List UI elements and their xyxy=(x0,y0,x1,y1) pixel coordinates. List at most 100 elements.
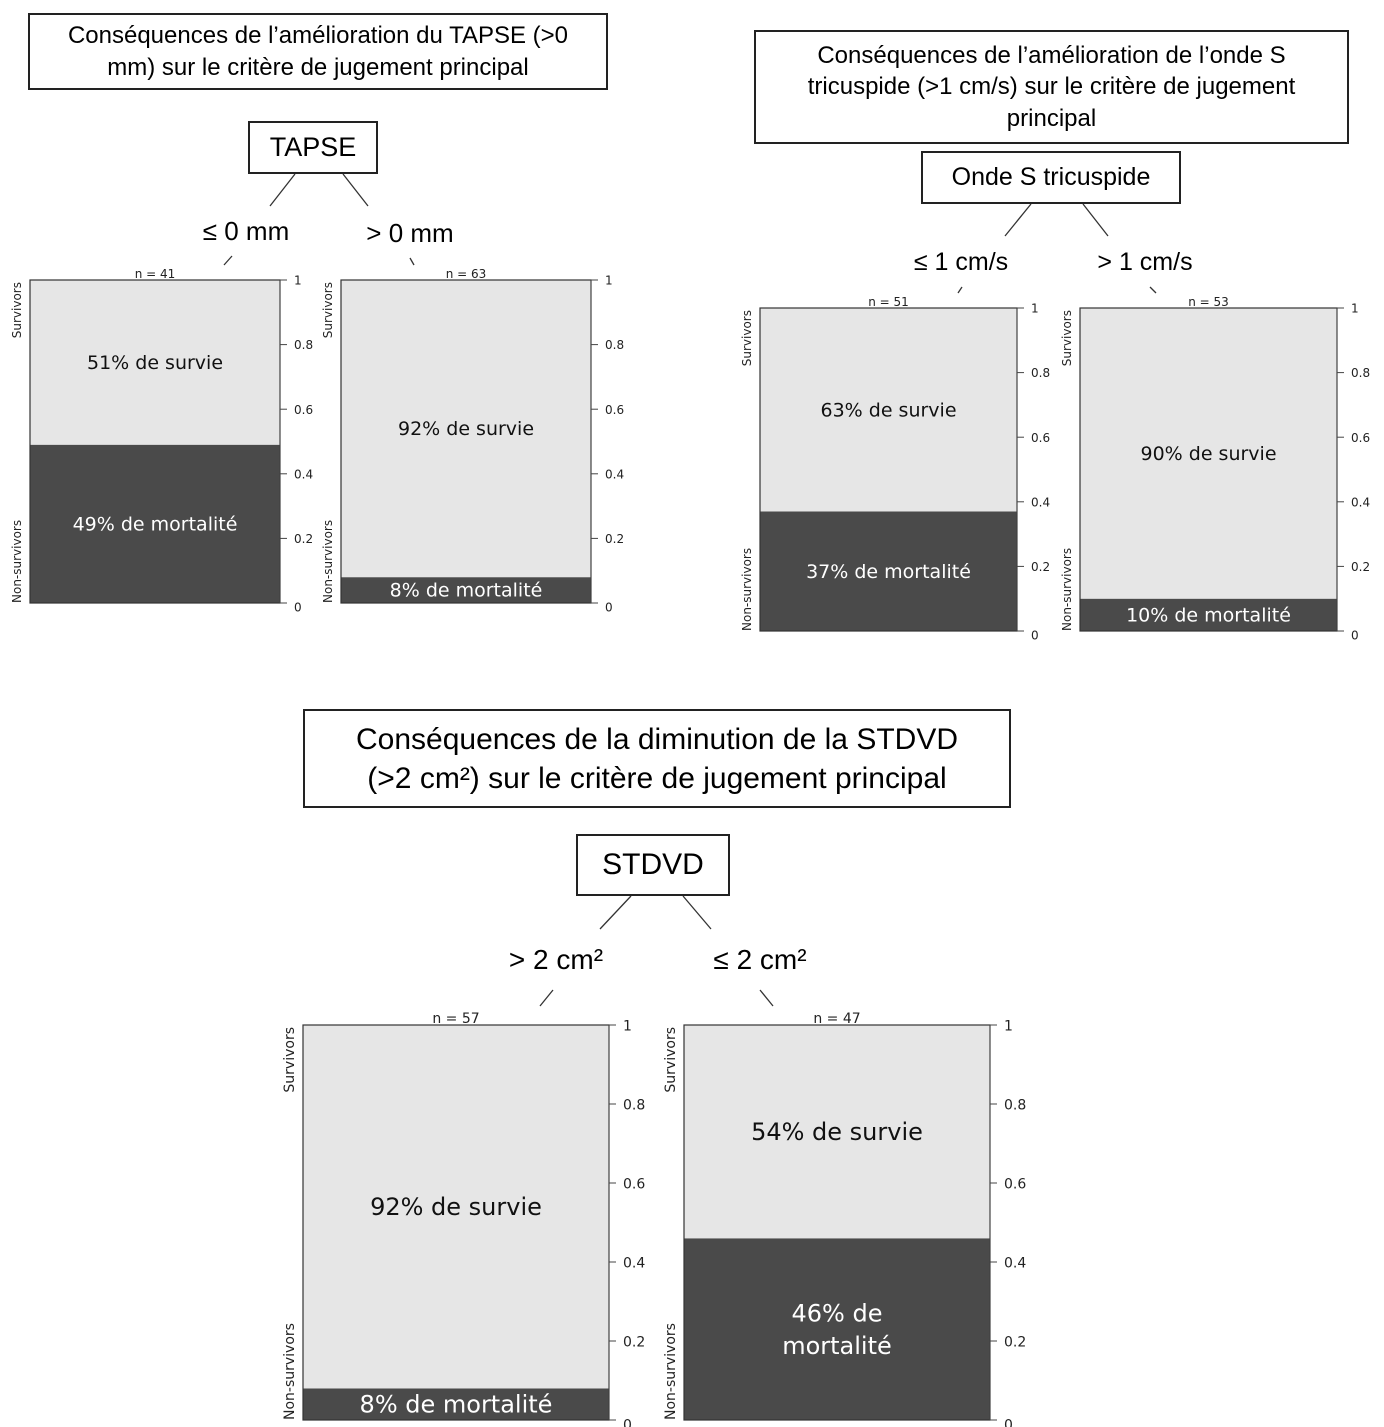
panel3-group2-survival-label: 54% de survie xyxy=(751,1118,923,1146)
panel1-group1-survival-bar xyxy=(30,280,280,445)
panel2-group2-tick-label: 0.6 xyxy=(1351,431,1370,445)
panel3-node-stdvd: STDVD xyxy=(576,834,730,896)
panel3-group1-survival-bar xyxy=(303,1025,609,1389)
panel3-group1-tick-label: 0.6 xyxy=(623,1176,645,1192)
panel3-group2-tick-label: 0 xyxy=(1004,1417,1013,1427)
panel3-tree-edge xyxy=(682,895,712,930)
panel3-title: Conséquences de la diminution de la STDV… xyxy=(303,709,1011,808)
panel1-group2-survivors-label: Survivors xyxy=(321,282,335,338)
panel3-group1-survivors-label: Survivors xyxy=(282,1027,298,1093)
panel2-group2-nonsurvivors-label: Non-survivors xyxy=(1060,548,1074,631)
panel3-group2-tick-label: 1 xyxy=(1004,1018,1013,1034)
panel1-group2-mortality-bar xyxy=(341,577,591,603)
panel2-node-onde-s: Onde S tricuspide xyxy=(921,151,1181,204)
panel1-tree-edge xyxy=(223,255,233,266)
panel2-group1-nonsurvivors-label: Non-survivors xyxy=(740,548,754,631)
panel1-group1-survivors-label: Survivors xyxy=(10,282,24,338)
panel2-group2-mortality-label: 10% de mortalité xyxy=(1126,605,1291,627)
panel2-group1-survivors-label: Survivors xyxy=(740,310,754,366)
panel2-split-right: > 1 cm/s xyxy=(1097,248,1193,276)
panel2-group1-tick-label: 0.2 xyxy=(1031,560,1050,574)
panel1-group2-nonsurvivors-label: Non-survivors xyxy=(321,520,335,603)
panel2-group1-survival-label: 63% de survie xyxy=(820,399,956,421)
panel2-tree-edge xyxy=(1082,203,1109,237)
panel2-tree-edge xyxy=(1149,286,1157,294)
panel3-group1-mortality-label: 8% de mortalité xyxy=(360,1391,553,1419)
panel2-chart: n = 51 1 0.8 0.6 0.4 0.2 0 Survivors Non-survivo… xyxy=(740,203,1370,643)
panel2-group2-tick-label: 0 xyxy=(1351,629,1359,643)
panel1-group2-tick-label: 0.6 xyxy=(605,403,624,417)
panel1-chart: n = 41 1 0.8 0.6 0.4 0.2 0 Survivors Non-survivo… xyxy=(10,173,624,615)
panel3-group2-mortality-label: mortalité xyxy=(782,1332,892,1360)
panel1-group2-tick-label: 0.8 xyxy=(605,338,624,352)
panel3-split-left: > 2 cm² xyxy=(508,944,604,975)
panel2-group1-n-label: n = 51 xyxy=(868,295,909,309)
panel2-group2-survivors-label: Survivors xyxy=(1060,310,1074,366)
panel1-node-tapse: TAPSE xyxy=(248,121,378,174)
panel3-group2-tick-label: 0.6 xyxy=(1004,1176,1026,1192)
panel3-tree-edge xyxy=(539,989,554,1007)
panel2-group2-mortality-bar xyxy=(1080,598,1337,631)
panel1-group2-n-label: n = 63 xyxy=(446,267,487,281)
panel2-group1-tick-label: 0.8 xyxy=(1031,366,1050,380)
panel2-group2-survival-label: 90% de survie xyxy=(1140,443,1276,465)
panel3-group2-mortality-bar xyxy=(684,1238,990,1420)
panel2-group1-tick-label: 0.4 xyxy=(1031,495,1050,509)
panel2-title: Conséquences de l’amélioration de l’onde… xyxy=(754,30,1349,144)
panel1-tree-edge xyxy=(409,257,415,266)
panel2-group2-tick-label: 1 xyxy=(1351,302,1359,316)
panel3-group2-survival-bar xyxy=(684,1025,990,1239)
panel1-group1-mortality-label: 49% de mortalité xyxy=(73,514,238,536)
panel1-tree-edge xyxy=(342,173,369,207)
panel2-group1-tick-label: 0.6 xyxy=(1031,431,1050,445)
panel3-group2-tick-label: 0.8 xyxy=(1004,1097,1026,1113)
panel2-group1-mortality-label: 37% de mortalité xyxy=(806,561,971,583)
panel1-group1-tick-label: 0.2 xyxy=(294,532,313,546)
panel2-group2-survival-bar xyxy=(1080,308,1337,599)
panel2-tree-edge xyxy=(957,286,963,294)
panel1-group2-tick-label: 0 xyxy=(605,601,613,615)
panel3-group1-nonsurvivors-label: Non-survivors xyxy=(282,1323,298,1420)
panel1-group2-tick-label: 1 xyxy=(605,274,613,288)
panel1-group1-tick-label: 0.4 xyxy=(294,467,313,481)
panel1-group1-n-label: n = 41 xyxy=(135,267,176,281)
panel3-tree-edge xyxy=(759,989,774,1007)
panel3-group1-tick-label: 0.4 xyxy=(623,1255,645,1271)
panel3-split-right: ≤ 2 cm² xyxy=(713,944,807,975)
panel3-group1-tick-label: 0.8 xyxy=(623,1097,645,1113)
panel3-group1-tick-label: 1 xyxy=(623,1018,632,1034)
panel2-group2-n-label: n = 53 xyxy=(1188,295,1229,309)
panel1-group2-tick-label: 0.2 xyxy=(605,532,624,546)
panel1-group2-tick-label: 0.4 xyxy=(605,467,624,481)
panel3-group2-tick-label: 0.2 xyxy=(1004,1334,1026,1350)
panel3-group2-survivors-label: Survivors xyxy=(663,1027,679,1093)
panel3-group1-tick-label: 0.2 xyxy=(623,1334,645,1350)
panel3-group1-mortality-bar xyxy=(303,1388,609,1420)
panel3-group1-survival-label: 92% de survie xyxy=(370,1193,542,1221)
panel2-group1-tick-label: 1 xyxy=(1031,302,1039,316)
panel2-group2-tick-label: 0.2 xyxy=(1351,560,1370,574)
panel3-group1-n-label: n = 57 xyxy=(432,1011,479,1027)
panel1-group2-mortality-label: 8% de mortalité xyxy=(390,580,543,602)
panel2-group1-survival-bar xyxy=(760,308,1017,512)
panel1-group1-nonsurvivors-label: Non-survivors xyxy=(10,520,24,603)
panel1-split-right: > 0 mm xyxy=(366,218,454,248)
panel1-group1-tick-label: 1 xyxy=(294,274,302,288)
panel1-group1-tick-label: 0 xyxy=(294,601,302,615)
panel1-group1-tick-label: 0.8 xyxy=(294,338,313,352)
panel3-group2-nonsurvivors-label: Non-survivors xyxy=(663,1323,679,1420)
panel1-group1-mortality-bar xyxy=(30,444,280,603)
panel1-title: Conséquences de l’amélioration du TAPSE … xyxy=(28,13,608,90)
panel3-group2-n-label: n = 47 xyxy=(813,1011,860,1027)
panel1-group1-tick-label: 0.6 xyxy=(294,403,313,417)
panel3-group2-tick-label: 0.4 xyxy=(1004,1255,1026,1271)
panel1-group2-survival-bar xyxy=(341,280,591,578)
panel1-split-left: ≤ 0 mm xyxy=(202,216,290,246)
panel2-group1-tick-label: 0 xyxy=(1031,629,1039,643)
panel3-group1-tick-label: 0 xyxy=(623,1417,632,1427)
panel2-group2-tick-label: 0.4 xyxy=(1351,495,1370,509)
panel2-split-left: ≤ 1 cm/s xyxy=(913,248,1009,276)
panel2-group2-tick-label: 0.8 xyxy=(1351,366,1370,380)
panel3-group2-mortality-label: 46% de xyxy=(792,1299,883,1327)
